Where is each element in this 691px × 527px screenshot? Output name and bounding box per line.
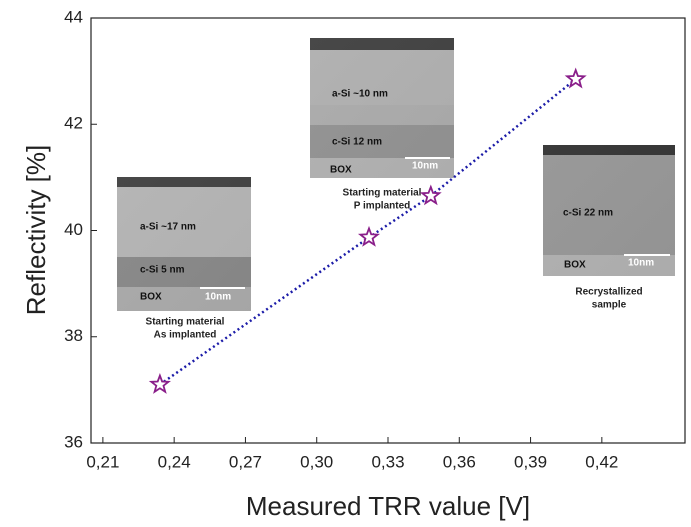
- point-marker: [357, 225, 381, 247]
- inset-label: c-Si 12 nm: [332, 137, 382, 148]
- point-marker: [564, 67, 587, 89]
- x-axis-label: Measured TRR value [V]: [246, 491, 530, 521]
- inset-label: a-Si ~17 nm: [140, 222, 196, 233]
- inset-label: c-Si 5 nm: [140, 265, 185, 276]
- y-tick-label: 38: [64, 326, 83, 345]
- image-texture: [310, 38, 454, 178]
- inset-caption: Starting material: [146, 317, 225, 328]
- x-tick-label: 0,30: [300, 452, 333, 471]
- inset-label: BOX: [140, 292, 162, 303]
- inset-caption: Starting material: [343, 188, 422, 199]
- inset-caption: As implanted: [154, 330, 217, 341]
- inset-label: 10nm: [412, 161, 438, 172]
- inset-image: c-Si 22 nm BOX 10nm: [543, 145, 675, 276]
- inset-caption: Recrystallized: [575, 287, 642, 298]
- inset-image: a-Si ~17 nm c-Si 5 nm BOX 10nm: [117, 177, 251, 311]
- y-tick-label: 44: [64, 7, 83, 26]
- point-marker: [419, 184, 442, 206]
- x-tick-label: 0,36: [443, 452, 476, 471]
- x-tick-label: 0,39: [514, 452, 547, 471]
- x-tick-label: 0,42: [585, 452, 618, 471]
- inset-label: 10nm: [628, 258, 654, 269]
- x-tick-label: 0,27: [229, 452, 262, 471]
- inset-caption: sample: [592, 300, 627, 311]
- y-tick-label: 40: [64, 220, 83, 239]
- point-marker: [148, 373, 171, 394]
- inset-caption: P implanted: [354, 201, 411, 212]
- x-tick-label: 0,24: [158, 452, 191, 471]
- inset-image: a-Si ~10 nm c-Si 12 nm BOX 10nm: [310, 38, 454, 178]
- y-tick-label: 42: [64, 114, 83, 133]
- x-tick-label: 0,33: [371, 452, 404, 471]
- inset-label: BOX: [564, 260, 586, 271]
- inset-label: c-Si 22 nm: [563, 208, 613, 219]
- x-tick-label: 0,21: [86, 452, 119, 471]
- inset-label: BOX: [330, 165, 352, 176]
- inset-label: a-Si ~10 nm: [332, 89, 388, 100]
- y-axis-label: Reflectivity [%]: [21, 145, 51, 316]
- inset-label: 10nm: [205, 292, 231, 303]
- y-tick-label: 36: [64, 432, 83, 451]
